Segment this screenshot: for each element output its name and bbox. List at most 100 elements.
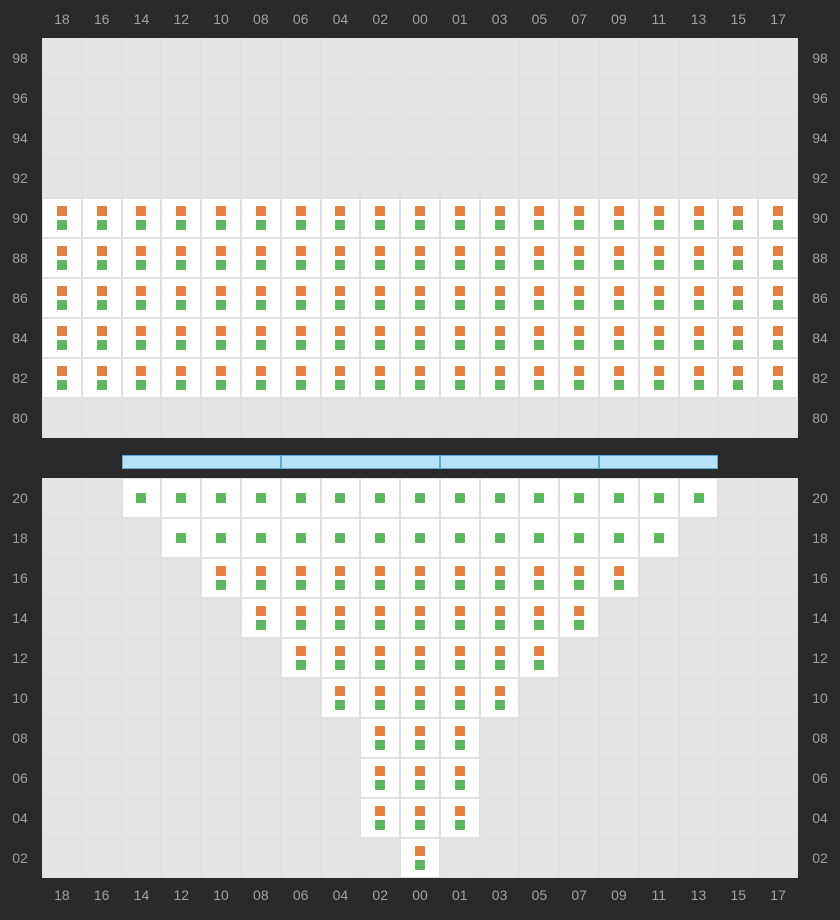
status-dot-green [256,220,266,230]
axis-label: 12 [0,651,40,665]
slot-empty [679,38,719,78]
slot-empty [639,638,679,678]
slot-empty [599,158,639,198]
status-dot-orange [614,206,624,216]
slot-empty [679,678,719,718]
status-dot-orange [574,566,584,576]
status-dot-green [296,340,306,350]
status-dot-green [296,300,306,310]
slot-empty [241,718,281,758]
slot-filled [400,678,440,718]
slot-empty [201,158,241,198]
axis-label: 00 [400,888,440,902]
slot-filled [321,678,361,718]
slot-filled [360,758,400,798]
slot-empty [122,678,162,718]
slot-empty [42,78,82,118]
status-dot-green [773,260,783,270]
status-dot-orange [256,366,266,376]
slot-empty [718,38,758,78]
slot-filled [360,358,400,398]
status-dot-green [136,300,146,310]
status-dot-green [335,380,345,390]
slot-empty [82,158,122,198]
status-dot-green [335,660,345,670]
status-dot-orange [375,766,385,776]
status-dot-green [335,260,345,270]
status-dot-green [216,300,226,310]
slot-empty [161,558,201,598]
axis-label: 08 [800,731,840,745]
status-dot-orange [455,686,465,696]
axis-label: 84 [800,331,840,345]
axis-label: 10 [201,888,241,902]
status-dot-green [694,380,704,390]
slot-filled [440,358,480,398]
status-dot-orange [733,326,743,336]
axis-label: 04 [320,888,360,902]
slot-empty [639,158,679,198]
slot-empty [440,398,480,438]
axis-label: 20 [0,491,40,505]
status-dot-orange [335,326,345,336]
status-dot-orange [495,566,505,576]
status-dot-green [335,220,345,230]
status-dot-green [375,220,385,230]
slot-empty [559,38,599,78]
status-dot-orange [773,326,783,336]
status-dot-green [495,380,505,390]
slot-empty [599,118,639,158]
slot-filled [679,278,719,318]
slot-empty [201,598,241,638]
axis-label: 05 [519,888,559,902]
slot-empty [42,118,82,158]
slot-filled [400,758,440,798]
slot-empty [161,678,201,718]
slot-filled [360,238,400,278]
status-dot-green [455,740,465,750]
status-dot-green [335,620,345,630]
slot-filled [82,318,122,358]
slot-empty [281,838,321,878]
slot-empty [161,718,201,758]
status-dot-orange [335,246,345,256]
status-dot-orange [534,286,544,296]
status-dot-green [375,533,385,543]
status-dot-orange [97,286,107,296]
slot-empty [480,798,520,838]
status-dot-orange [415,846,425,856]
slot-empty [281,398,321,438]
slot-filled [321,238,361,278]
slot-filled [440,238,480,278]
axis-label: 88 [800,251,840,265]
slot-filled [122,238,162,278]
axis-label: 10 [0,691,40,705]
slot-empty [281,758,321,798]
slot-empty [42,38,82,78]
status-dot-green [97,340,107,350]
slot-empty [519,158,559,198]
slot-filled [360,718,400,758]
status-dot-orange [773,246,783,256]
status-dot-green [455,820,465,830]
status-dot-orange [495,326,505,336]
slot-filled [440,678,480,718]
status-dot-orange [176,326,186,336]
slot-filled [718,238,758,278]
axis-label: 08 [241,12,281,26]
slot-empty [758,478,798,518]
status-dot-green [97,380,107,390]
slot-filled [400,718,440,758]
slot-filled [679,238,719,278]
status-dot-green [534,533,544,543]
status-dot-green [296,533,306,543]
slot-filled [440,318,480,358]
slot-empty [321,718,361,758]
slot-filled [599,358,639,398]
status-dot-green [694,260,704,270]
axis-label: 04 [320,12,360,26]
slot-filled [639,318,679,358]
slot-filled [639,198,679,238]
slot-empty [400,118,440,158]
slot-empty [321,838,361,878]
